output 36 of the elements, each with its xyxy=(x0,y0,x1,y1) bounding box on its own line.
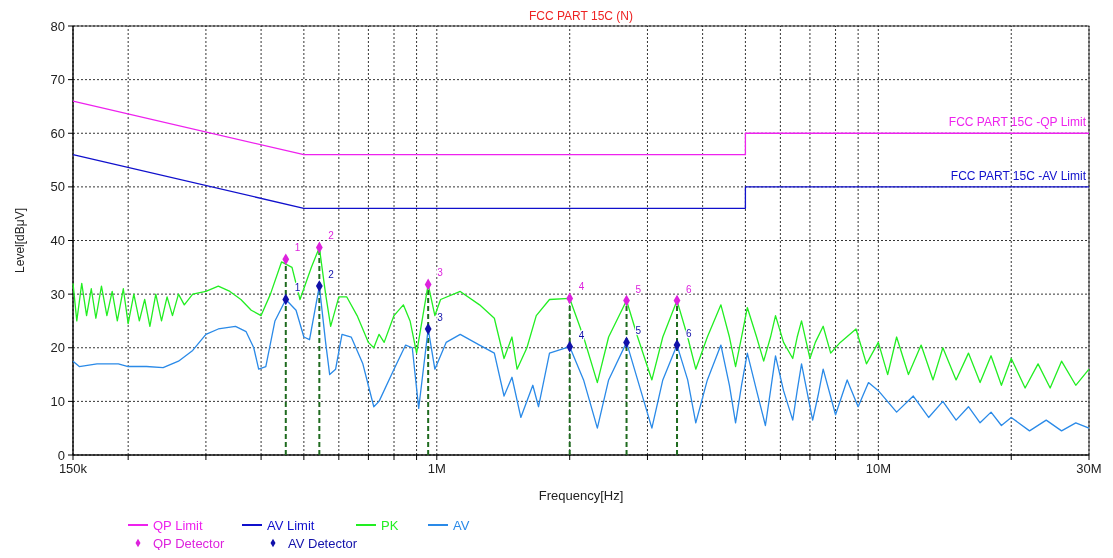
legend-label: QP Detector xyxy=(153,536,225,551)
y-tick-label: 0 xyxy=(57,447,65,463)
legend-label: AV xyxy=(453,518,470,533)
annotation: 1 xyxy=(294,282,301,294)
y-tick-label: 20 xyxy=(50,340,65,356)
x-tick-label: 10M xyxy=(865,461,891,476)
annotation: 3 xyxy=(437,267,444,279)
y-tick-label: 10 xyxy=(50,393,65,409)
annotation: 6 xyxy=(686,328,693,340)
annotation: 1 xyxy=(294,242,301,254)
x-tick-label: 30M xyxy=(1076,461,1102,476)
x-axis-title: Frequency[Hz] xyxy=(538,488,624,503)
y-tick-label: 70 xyxy=(50,72,65,88)
annotation: 5 xyxy=(635,283,642,295)
y-tick-label: 60 xyxy=(50,125,65,141)
annotation: 5 xyxy=(635,325,642,337)
x-tick-label: 150k xyxy=(58,461,88,476)
annotation: 4 xyxy=(578,329,585,341)
x-tick-label: 1M xyxy=(427,461,446,476)
legend-label: AV Detector xyxy=(288,536,358,551)
y-tick-label: 80 xyxy=(50,18,65,34)
y-tick-label: 40 xyxy=(50,233,65,248)
y-tick-label: 50 xyxy=(50,179,65,195)
legend-label: QP Limit xyxy=(153,518,203,533)
y-tick-label: 30 xyxy=(50,286,65,302)
annotation: 2 xyxy=(328,269,335,281)
annotation: FCC PART 15C -AV Limit xyxy=(950,168,1087,183)
legend-label: AV Limit xyxy=(267,518,315,533)
annotation: 6 xyxy=(686,283,693,295)
annotation: FCC PART 15C -QP Limit xyxy=(948,115,1087,130)
annotation: 2 xyxy=(328,230,335,242)
annotation: 3 xyxy=(437,311,444,323)
annotation: 4 xyxy=(578,281,585,293)
chart-title: FCC PART 15C (N) xyxy=(528,9,634,23)
y-axis-title: Level[dBμV] xyxy=(13,208,27,273)
legend-label: PK xyxy=(381,518,399,533)
